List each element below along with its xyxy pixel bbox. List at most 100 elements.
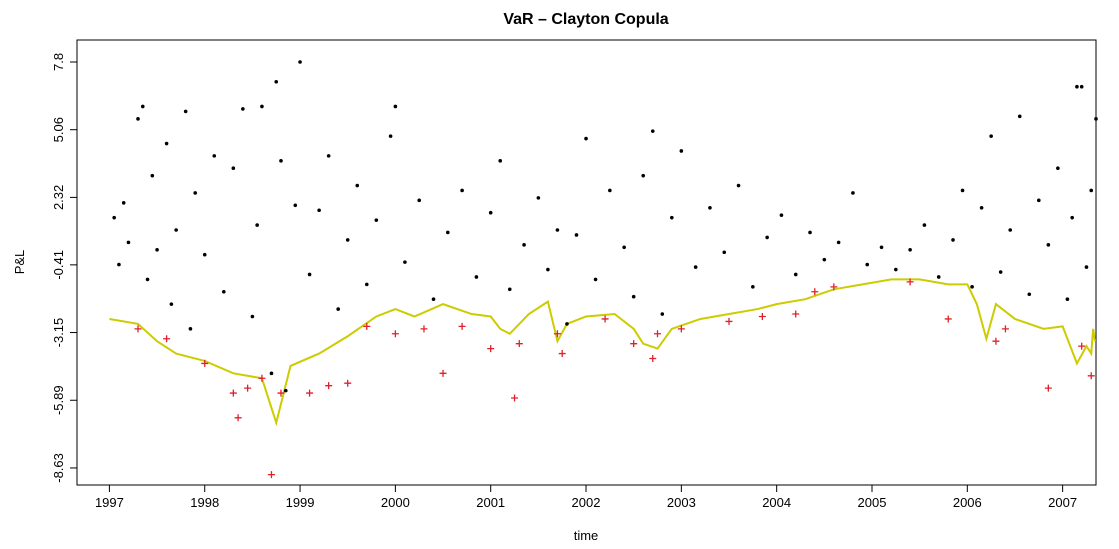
pnl-point — [183, 109, 188, 114]
pnl-point — [565, 322, 569, 326]
pnl-point — [865, 262, 870, 267]
exceedance — [906, 278, 914, 286]
pnl-point — [708, 205, 712, 210]
pnl-point — [260, 104, 264, 109]
pnl-point — [269, 371, 274, 376]
y-tick-label: -5.89 — [51, 385, 66, 415]
pnl-point — [169, 302, 174, 306]
pnl-point — [188, 327, 193, 331]
pnl-point — [1065, 297, 1070, 301]
pnl-point — [822, 257, 827, 262]
x-tick-label: 2000 — [381, 495, 410, 510]
pnl-point — [417, 198, 422, 203]
y-tick-label: -0.41 — [51, 250, 66, 280]
pnl-point — [221, 289, 226, 294]
pnl-point — [498, 159, 503, 163]
pnl-point — [1084, 265, 1089, 269]
y-tick-label: 7.8 — [51, 53, 66, 71]
pnl-point — [364, 282, 369, 287]
exceedance — [458, 322, 466, 330]
exceedance — [992, 337, 1000, 345]
pnl-point — [970, 285, 974, 289]
pnl-point — [922, 223, 927, 227]
pnl-point — [1079, 84, 1084, 89]
pnl-point — [631, 294, 636, 299]
exceedance — [811, 288, 819, 296]
exceedance — [267, 471, 275, 479]
pnl-point — [979, 205, 984, 210]
pnl-point — [293, 203, 298, 208]
x-tick-label: 2007 — [1048, 495, 1077, 510]
pnl-point — [150, 173, 155, 178]
pnl-point — [112, 215, 116, 220]
x-tick-label: 2005 — [858, 495, 887, 510]
pnl-point — [593, 277, 598, 282]
pnl-point — [326, 154, 331, 158]
pnl-point — [283, 388, 288, 393]
pnl-point — [317, 208, 321, 213]
exceedance — [420, 325, 428, 333]
pnl-point — [879, 245, 884, 250]
pnl-point — [808, 230, 812, 235]
exceedance — [306, 389, 314, 397]
pnl-point — [1046, 243, 1051, 247]
pnl-point — [1089, 188, 1094, 193]
x-tick-label: 1997 — [95, 495, 124, 510]
pnl-point — [393, 104, 398, 109]
pnl-point — [250, 314, 255, 319]
exceedance — [258, 374, 266, 382]
x-axis-label: time — [574, 528, 599, 543]
pnl-point — [608, 188, 612, 193]
pnl-point — [241, 107, 245, 111]
exceedance — [944, 315, 952, 323]
pnl-point — [779, 213, 784, 217]
pnl-point — [145, 277, 150, 282]
pnl-point — [193, 191, 198, 195]
exceedance — [163, 335, 171, 343]
pnl-point — [546, 267, 550, 272]
exceedance — [391, 330, 399, 338]
exceedance — [363, 322, 371, 330]
pnl-point — [1027, 292, 1032, 297]
pnl-point — [736, 183, 741, 188]
exceedance — [1087, 372, 1095, 380]
pnl-point — [446, 230, 450, 235]
exceedance — [1078, 342, 1086, 350]
pnl-point — [836, 240, 841, 245]
pnl-point — [136, 117, 140, 121]
pnl-point — [936, 275, 941, 279]
exceedance — [344, 379, 352, 387]
exceedance — [649, 354, 657, 362]
exceedance — [601, 315, 609, 323]
pnl-point — [388, 134, 393, 138]
x-tick-label: 1998 — [190, 495, 219, 510]
pnl-point — [1008, 228, 1013, 232]
exceedance — [201, 359, 209, 367]
pnl-point — [555, 228, 560, 232]
pnl-point — [536, 196, 541, 200]
exceedance — [229, 389, 237, 397]
pnl-point — [140, 104, 145, 109]
exceedance — [487, 345, 495, 353]
pnl-point — [345, 238, 350, 242]
x-tick-label: 2002 — [572, 495, 601, 510]
pnl-point — [117, 262, 121, 267]
var-line — [109, 278, 1097, 427]
pnl-point — [1056, 166, 1060, 171]
exceedance — [654, 330, 662, 338]
x-tick-label: 2001 — [476, 495, 505, 510]
x-tick-label: 2006 — [953, 495, 982, 510]
pnl-point — [1075, 84, 1079, 89]
pnl-point — [298, 60, 302, 64]
exceedance — [630, 340, 638, 348]
y-axis-label: P&L — [12, 250, 27, 275]
pnl-point — [851, 191, 855, 195]
pnl-point — [460, 188, 464, 193]
y-tick-label: 5.06 — [51, 117, 66, 142]
plot-frame — [76, 39, 1097, 486]
pnl-point — [584, 136, 588, 141]
chart-title: VaR – Clayton Copula — [503, 11, 668, 28]
pnl-point — [641, 173, 646, 178]
exceedance — [792, 310, 800, 318]
pnl-point — [622, 245, 626, 250]
